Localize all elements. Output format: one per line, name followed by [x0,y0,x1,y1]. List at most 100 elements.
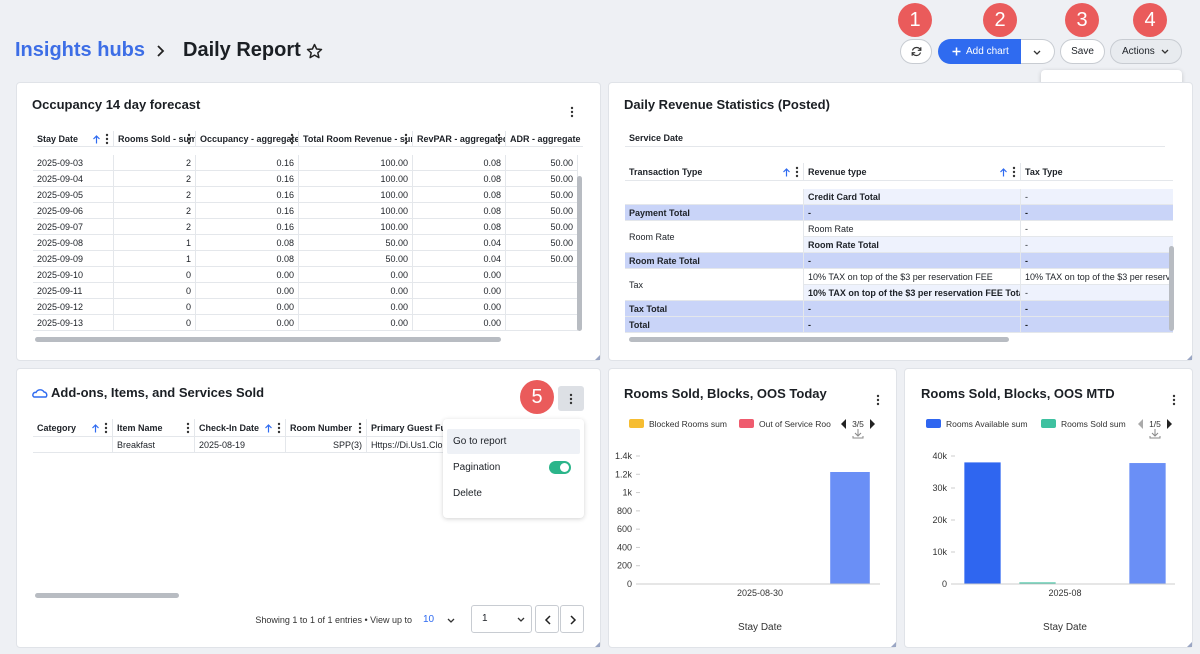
page-title: Daily Report [183,39,301,61]
more-icon[interactable] [570,106,574,118]
table-cell: Total Room Revenue - sum [299,131,413,147]
save-button[interactable]: Save [1060,39,1105,64]
chevron-down [447,618,455,623]
table-cell: Rooms Sold - sum [114,131,196,147]
add-chart-dropdown[interactable] [1021,39,1055,64]
context-menu-item[interactable]: Go to report [453,436,507,447]
table-cell: Payment Total [625,205,804,221]
table-cell: - [1021,205,1173,221]
table-cell: 2025-09-05 [33,187,114,203]
resize-handle [1187,355,1192,360]
table-cell: 2 [114,171,196,187]
table-cell [506,267,578,283]
table-cell: - [804,301,1021,317]
table-cell: 2025-09-13 [33,315,114,331]
more-icon[interactable] [290,133,294,145]
more-button[interactable] [558,386,584,411]
sort-icon[interactable] [783,167,790,177]
more-icon[interactable] [1172,394,1176,406]
add-chart-label: Add chart [966,46,1009,57]
table-cell: 0.00 [413,315,506,331]
page-nav-button[interactable] [535,605,559,633]
table-cell: 2 [114,203,196,219]
table-cell [506,299,578,315]
table-cell: 2 [114,187,196,203]
table-cell: SPP(3) [286,437,367,453]
more-icon[interactable] [876,394,880,406]
table-cell [33,437,113,453]
more-icon[interactable] [186,422,190,434]
table-cell: 0 [114,283,196,299]
table-cell: 10% TAX on top of the $3 per reservation… [804,269,1021,285]
table-cell: 0.16 [196,171,299,187]
table-cell: - [1021,317,1173,333]
more-icon[interactable] [104,422,108,434]
table-cell: 1 [114,235,196,251]
sort-icon[interactable] [265,423,272,433]
table-cell: 0.00 [299,283,413,299]
more-icon[interactable] [569,393,573,405]
page-select[interactable]: 1 [471,605,532,633]
panel-title: Add-ons, Items, and Services Sold [51,385,265,400]
actions-button[interactable]: Actions [1110,39,1182,64]
refresh-button[interactable] [900,39,932,64]
table-cell [506,315,578,331]
table-cell: 2025-09-06 [33,203,114,219]
table-cell: 50.00 [506,171,578,187]
table-cell: Revenue type [804,163,1021,181]
table-cell: - [1021,301,1173,317]
more-icon[interactable] [795,166,799,178]
refresh-icon [911,46,922,57]
table-cell: 2025-09-04 [33,171,114,187]
table-cell: 50.00 [506,187,578,203]
table-cell: - [804,205,1021,221]
table-cell: 50.00 [506,155,578,171]
toggle-knob [560,463,569,472]
add-chart-button[interactable]: Add chart [938,39,1022,64]
scrollbar-thumb [35,337,501,342]
more-icon[interactable] [358,422,362,434]
context-menu-item[interactable]: Pagination [453,462,501,473]
data-table: Service Date Transaction Type Revenue type… [625,129,1173,339]
table-cell: 100.00 [299,219,413,235]
more-icon[interactable] [105,133,109,145]
table-cell: 0.16 [196,219,299,235]
table-cell: Occupancy - aggregated [196,131,299,147]
panel: Daily Revenue Statistics (Posted) Service… [608,82,1193,361]
sort-icon[interactable] [93,134,100,144]
more-icon[interactable] [404,133,408,145]
table-cell: RevPAR - aggregated [413,131,506,147]
more-icon[interactable] [1012,166,1016,178]
table-cell: 0.08 [413,155,506,171]
context-menu-item[interactable]: Delete [453,488,482,499]
data-table: Category Item Name Check-In Date Room Numbe… [33,419,593,459]
page-nav-button[interactable] [560,605,584,633]
sort-icon[interactable] [1000,167,1007,177]
table-cell: - [1021,253,1173,269]
cloud-icon [32,389,48,398]
table-cell: Category [33,419,113,437]
more-icon[interactable] [187,133,191,145]
table-cell: 0.00 [413,267,506,283]
table-cell: 2025-08-19 [195,437,286,453]
pagination-toggle[interactable] [549,461,571,474]
chevron-down [517,617,525,622]
scrollbar-thumb [577,176,582,331]
table-cell: 1 [114,251,196,267]
more-icon[interactable] [277,422,281,434]
breadcrumb-link[interactable]: Insights hubs [15,39,145,61]
sort-icon[interactable] [92,423,99,433]
table-cell: 0.00 [299,315,413,331]
table-cell: 100.00 [299,187,413,203]
table-cell: 50.00 [506,219,578,235]
page-size[interactable]: 10 [423,614,435,625]
table-cell: 0.16 [196,203,299,219]
table-cell: Room Number [286,419,367,437]
more-icon[interactable] [497,133,501,145]
table-cell: Credit Card Total [804,189,1021,205]
table-cell: 0.00 [196,283,299,299]
table-cell: 0.16 [196,187,299,203]
favorite-star[interactable] [306,43,323,59]
resize-handle [595,355,600,360]
context-menu: Go to report Pagination Delete [443,419,584,518]
